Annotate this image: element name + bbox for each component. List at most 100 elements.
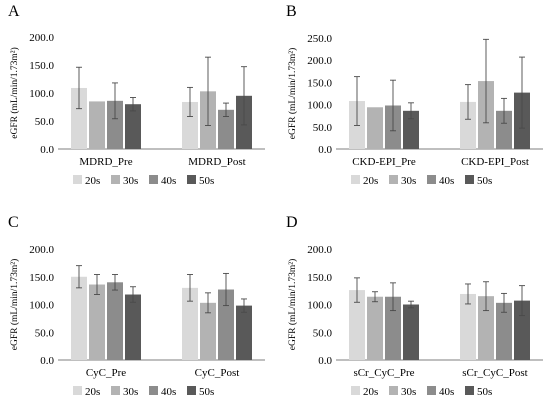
bar[interactable] [403,304,419,361]
legend-label: 40s [161,175,176,187]
legend-item-50s[interactable]: 50s [187,175,214,187]
legend-swatch [351,386,360,395]
x-tick-label: CKD-EPI_Pre [352,156,416,168]
bar[interactable] [200,302,216,360]
legend-swatch [111,175,120,184]
bar[interactable] [71,87,87,149]
panel-label: C [8,214,19,231]
y-tick-label: 200.0 [307,244,332,256]
x-tick-label: CKD-EPI_Post [461,156,529,168]
legend-swatch [73,175,82,184]
bar[interactable] [385,296,401,360]
legend-label: 20s [363,386,378,398]
y-tick-label: 200.0 [307,55,332,67]
legend-swatch [465,175,474,184]
x-tick-label: CyC_Post [195,367,240,379]
legend-swatch [187,386,196,395]
y-tick-label: 150.0 [29,272,54,284]
legend-label: 50s [477,386,492,398]
bar[interactable] [367,107,383,149]
legend-label: 30s [123,175,138,187]
legend-label: 20s [85,175,100,187]
legend-item-20s[interactable]: 20s [351,175,378,187]
bar[interactable] [496,302,512,360]
legend-item-40s[interactable]: 40s [149,386,176,398]
bar[interactable] [182,101,198,149]
x-tick-label: CyC_Pre [86,367,126,379]
legend-swatch [149,175,158,184]
bar[interactable] [496,110,512,149]
bar[interactable] [460,101,476,149]
bar[interactable] [218,109,234,149]
legend-item-30s[interactable]: 30s [389,175,416,187]
legend-item-20s[interactable]: 20s [351,386,378,398]
bar[interactable] [107,282,123,360]
legend-swatch [389,175,398,184]
y-tick-label: 100.0 [307,300,332,312]
bar[interactable] [89,101,105,149]
legend-swatch [111,386,120,395]
chart-panel-a: A 0.0 50.0 100.0 150.0 200.0 eGFR (mL/min/1.73… [8,3,265,187]
legend-swatch [427,386,436,395]
bar[interactable] [349,290,365,360]
y-tick-label: 50.0 [35,116,55,128]
legend-swatch [351,175,360,184]
legend-item-30s[interactable]: 30s [111,386,138,398]
y-tick-label: 150.0 [307,77,332,89]
legend-item-50s[interactable]: 50s [465,175,492,187]
chart-panel-d: D 0.0 50.0 100.0 150.0 200.0 eGFR (mL/min/1.73… [286,214,543,398]
legend-item-20s[interactable]: 20s [73,175,100,187]
bar[interactable] [514,300,530,360]
y-tick-label: 150.0 [29,60,54,72]
bar[interactable] [478,296,494,360]
legend-item-40s[interactable]: 40s [149,175,176,187]
legend-item-40s[interactable]: 40s [427,386,454,398]
y-tick-label: 0.0 [40,144,54,156]
legend-swatch [465,386,474,395]
legend-label: 30s [123,386,138,398]
bar[interactable] [182,287,198,360]
bar[interactable] [367,296,383,360]
bar[interactable] [125,294,141,360]
panel-label: B [286,3,297,20]
legend-swatch [149,386,158,395]
legend-item-30s[interactable]: 30s [389,386,416,398]
y-tick-label: 250.0 [307,33,332,45]
legend-label: 30s [401,386,416,398]
y-tick-label: 0.0 [318,144,332,156]
bar[interactable] [460,293,476,360]
bar[interactable] [236,305,252,360]
y-tick-label: 200.0 [29,32,54,44]
y-axis-label: eGFR (mL/min/1.73m²) [287,48,298,140]
bar[interactable] [71,276,87,360]
legend-label: 30s [401,175,416,187]
bar[interactable] [107,100,123,149]
y-tick-label: 100.0 [29,88,54,100]
legend-item-40s[interactable]: 40s [427,175,454,187]
legend-swatch [187,175,196,184]
y-tick-label: 0.0 [318,355,332,367]
y-tick-label: 100.0 [307,100,332,112]
bar[interactable] [403,110,419,149]
y-axis-label: eGFR (mL/min/1.73m²) [287,259,298,351]
bar[interactable] [89,284,105,360]
legend-label: 50s [477,175,492,187]
bar[interactable] [125,104,141,149]
legend-item-30s[interactable]: 30s [111,175,138,187]
x-tick-label: MDRD_Pre [79,156,132,168]
legend-item-20s[interactable]: 20s [73,386,100,398]
chart-panel-c: C 0.0 50.0 100.0 150.0 200.0 eGFR (mL/min/1.73… [8,214,265,398]
legend-swatch [73,386,82,395]
legend-label: 40s [439,175,454,187]
legend-item-50s[interactable]: 50s [465,386,492,398]
legend-label: 20s [85,386,100,398]
legend-swatch [427,175,436,184]
legend-label: 50s [199,175,214,187]
legend-item-50s[interactable]: 50s [187,386,214,398]
bar[interactable] [218,289,234,360]
legend-swatch [389,386,398,395]
panel-label: A [8,3,20,20]
y-tick-label: 200.0 [29,244,54,256]
y-axis-label: eGFR (mL/min/1.73m²) [9,259,20,351]
